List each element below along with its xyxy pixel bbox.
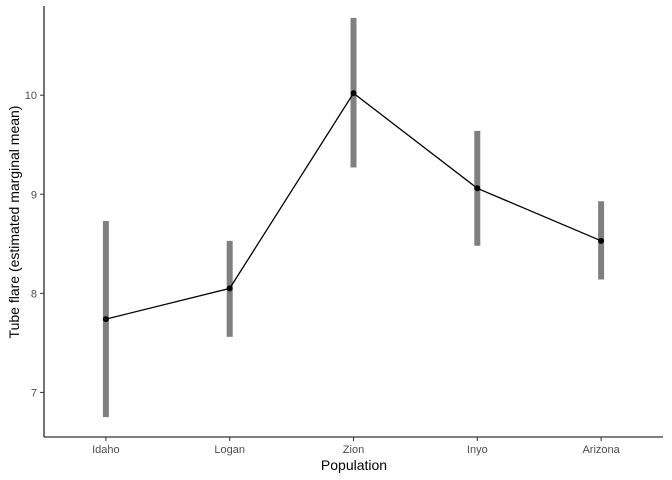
mean-points bbox=[102, 90, 605, 323]
x-tick-label-zion: Zion bbox=[343, 444, 364, 456]
y-tick-label-9: 9 bbox=[31, 189, 37, 201]
mean-point-inyo bbox=[474, 185, 481, 192]
mean-point-arizona bbox=[598, 237, 605, 244]
x-axis-title: Population bbox=[321, 457, 387, 473]
y-axis: 7 8 9 10 bbox=[25, 6, 45, 437]
mean-point-zion bbox=[350, 90, 357, 97]
x-tick-label-arizona: Arizona bbox=[582, 444, 620, 456]
error-bars bbox=[102, 17, 605, 418]
x-tick-label-idaho: Idaho bbox=[92, 444, 120, 456]
x-tick-label-inyo: Inyo bbox=[467, 444, 488, 456]
mean-point-idaho bbox=[102, 316, 109, 323]
mean-point-logan bbox=[226, 285, 233, 292]
x-tick-label-logan: Logan bbox=[214, 444, 245, 456]
y-tick-label-7: 7 bbox=[31, 387, 37, 399]
y-tick-label-10: 10 bbox=[25, 90, 37, 102]
x-axis: Idaho Logan Zion Inyo Arizona bbox=[44, 436, 663, 456]
y-axis-title: Tube flare (estimated marginal mean) bbox=[6, 106, 22, 339]
y-tick-label-8: 8 bbox=[31, 288, 37, 300]
